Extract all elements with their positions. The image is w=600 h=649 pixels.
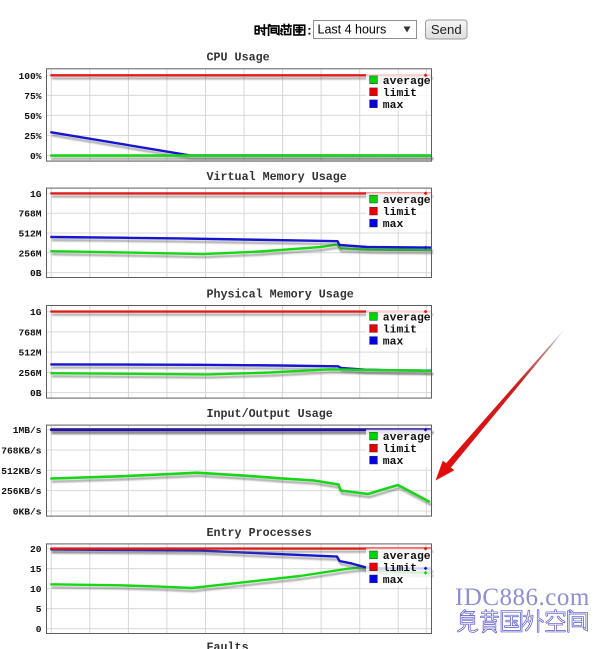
svg-text:768M: 768M xyxy=(18,209,41,220)
svg-text:0KB/s: 0KB/s xyxy=(13,507,42,518)
svg-text:512KB/s: 512KB/s xyxy=(1,466,42,477)
svg-text:max: max xyxy=(383,337,404,349)
svg-text:Faults: Faults xyxy=(207,640,249,649)
svg-text:Entry Processes: Entry Processes xyxy=(207,526,312,540)
svg-text:limit: limit xyxy=(383,325,417,337)
svg-text:256M: 256M xyxy=(18,248,41,259)
svg-text:512M: 512M xyxy=(18,348,41,359)
svg-text:average: average xyxy=(383,195,431,207)
svg-text:CPU Usage: CPU Usage xyxy=(207,51,270,65)
svg-text:15: 15 xyxy=(30,564,42,575)
svg-text:512M: 512M xyxy=(18,229,41,240)
svg-text:Send: Send xyxy=(431,22,462,37)
svg-text:Input/Output Usage: Input/Output Usage xyxy=(207,407,333,421)
svg-text:Last 4 hours: Last 4 hours xyxy=(318,23,387,37)
svg-text:average: average xyxy=(383,551,431,563)
svg-text:5: 5 xyxy=(36,604,42,615)
svg-text:768KB/s: 768KB/s xyxy=(1,446,42,457)
svg-text:Physical Memory Usage: Physical Memory Usage xyxy=(207,287,354,301)
svg-text:max: max xyxy=(383,456,404,468)
svg-text:768M: 768M xyxy=(18,327,41,338)
svg-text::: : xyxy=(307,23,311,38)
svg-text:1G: 1G xyxy=(30,189,42,200)
svg-text:average: average xyxy=(383,76,431,88)
svg-text:0B: 0B xyxy=(30,388,42,399)
svg-text:Virtual Memory Usage: Virtual Memory Usage xyxy=(207,170,347,184)
svg-text:256KB/s: 256KB/s xyxy=(1,486,42,497)
svg-text:average: average xyxy=(383,432,431,444)
svg-text:256M: 256M xyxy=(18,368,41,379)
svg-text:limit: limit xyxy=(383,444,417,456)
svg-text:0B: 0B xyxy=(30,268,42,279)
svg-text:limit: limit xyxy=(383,88,417,100)
svg-text:100%: 100% xyxy=(18,71,41,82)
svg-text:0: 0 xyxy=(36,624,42,635)
svg-text:50%: 50% xyxy=(24,111,42,122)
svg-text:20: 20 xyxy=(30,544,42,555)
svg-text:25%: 25% xyxy=(24,131,42,142)
svg-text:10: 10 xyxy=(30,584,42,595)
svg-text:max: max xyxy=(383,575,404,587)
svg-text:max: max xyxy=(383,219,404,231)
svg-text:1G: 1G xyxy=(30,307,42,318)
svg-text:limit: limit xyxy=(383,563,417,575)
svg-text:limit: limit xyxy=(383,207,417,219)
svg-text:75%: 75% xyxy=(24,91,42,102)
svg-text:max: max xyxy=(383,100,404,112)
svg-text:1MB/s: 1MB/s xyxy=(13,425,42,436)
svg-text:0%: 0% xyxy=(30,151,42,162)
svg-text:average: average xyxy=(383,313,431,325)
svg-text:IDC886.com: IDC886.com xyxy=(455,584,590,611)
